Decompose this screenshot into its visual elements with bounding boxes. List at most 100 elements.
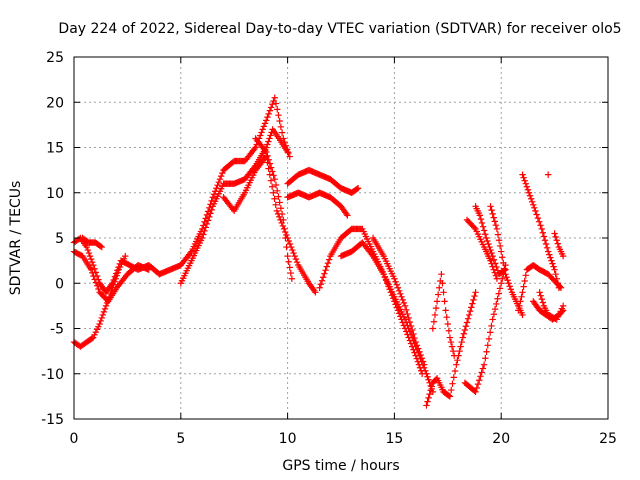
data-point-marker	[552, 271, 559, 278]
data-point-marker	[537, 292, 544, 299]
data-point-marker	[447, 338, 455, 346]
data-point-marker	[277, 205, 285, 212]
x-tick-label: 20	[492, 431, 510, 447]
y-tick-label: 25	[46, 50, 64, 66]
data-point-marker	[554, 280, 562, 287]
data-point-marker	[200, 231, 207, 238]
series-track-e	[156, 94, 293, 278]
data-point-marker	[266, 135, 273, 142]
data-point-marker	[318, 277, 326, 284]
data-point-marker	[443, 313, 450, 321]
data-point-marker	[109, 284, 116, 291]
data-point-marker	[416, 348, 423, 355]
data-point-marker	[386, 286, 393, 293]
data-point-marker	[84, 246, 92, 254]
y-tick-label: 20	[46, 95, 64, 111]
data-point-marker	[553, 275, 560, 282]
data-point-marker	[519, 289, 526, 296]
data-point-marker	[548, 257, 555, 264]
data-point-marker	[470, 296, 477, 304]
data-point-marker	[546, 251, 553, 258]
data-point-marker	[278, 210, 286, 218]
data-point-marker	[527, 195, 535, 202]
data-point-marker	[415, 361, 423, 368]
data-point-marker	[265, 138, 272, 145]
data-point-marker	[279, 222, 287, 230]
data-point-marker	[380, 271, 387, 278]
series-track-i	[284, 166, 362, 196]
data-point-marker	[484, 342, 491, 349]
data-point-marker	[282, 234, 289, 242]
data-point-marker	[536, 218, 543, 225]
data-point-marker	[469, 300, 476, 307]
y-tick-label: -10	[41, 367, 64, 383]
data-point-marker	[489, 316, 496, 323]
data-point-marker	[418, 355, 426, 362]
data-point-marker	[424, 373, 431, 380]
data-point-marker	[407, 322, 415, 330]
data-point-marker	[217, 172, 225, 180]
data-point-marker	[267, 132, 274, 139]
data-point-marker	[520, 174, 527, 181]
data-point-marker	[393, 281, 400, 288]
data-point-marker	[272, 201, 279, 209]
data-point-marker	[83, 243, 91, 251]
axes: 0 5 10 15 20 25 -15 -10 -5 0 5 10 15 20 25	[41, 50, 617, 447]
data-point-marker	[492, 272, 500, 279]
data-point-marker	[478, 369, 485, 376]
data-point-marker	[489, 210, 496, 218]
data-point-marker	[434, 291, 442, 298]
data-point-marker	[524, 186, 532, 193]
data-point-marker	[270, 189, 277, 196]
data-point-marker	[283, 243, 290, 251]
data-point-marker	[487, 246, 494, 254]
data-point-marker	[518, 293, 525, 301]
y-axis-label: SDTVAR / TECUs	[8, 181, 24, 296]
y-tick-label: -15	[41, 412, 64, 428]
data-point-marker	[451, 367, 459, 375]
data-point-marker	[88, 335, 96, 342]
data-point-marker	[533, 211, 540, 218]
data-point-marker	[391, 298, 398, 305]
data-point-marker	[252, 144, 259, 151]
data-point-marker	[276, 117, 283, 125]
data-point-marker	[487, 329, 494, 336]
data-point-marker	[451, 352, 458, 359]
data-point-marker	[264, 113, 271, 121]
data-point-marker	[446, 334, 454, 341]
data-point-marker	[412, 352, 419, 359]
data-point-marker	[323, 263, 330, 270]
data-point-marker	[419, 358, 427, 365]
data-point-marker	[426, 390, 433, 398]
data-point-marker	[539, 229, 547, 236]
data-point-marker	[107, 290, 114, 298]
data-point-marker	[88, 258, 96, 266]
data-point-marker	[483, 234, 490, 242]
data-point-marker	[390, 295, 397, 302]
data-point-marker	[368, 251, 376, 258]
data-point-marker	[493, 275, 501, 282]
data-point-marker	[264, 141, 271, 148]
data-point-marker	[272, 181, 280, 189]
data-point-marker	[276, 199, 283, 206]
data-point-marker	[485, 240, 492, 248]
data-point-marker	[114, 269, 121, 276]
data-point-marker	[448, 386, 455, 394]
data-point-marker	[321, 270, 328, 277]
data-point-marker	[559, 252, 567, 260]
data-point-marker	[108, 287, 115, 294]
data-point-marker	[91, 276, 98, 283]
data-point-marker	[477, 215, 485, 223]
series-track-p	[461, 261, 509, 396]
data-point-marker	[284, 148, 291, 156]
data-point-marker	[277, 123, 285, 131]
data-point-marker	[400, 299, 408, 307]
data-point-marker	[431, 311, 439, 319]
data-point-marker	[198, 234, 206, 242]
data-point-marker	[87, 266, 95, 273]
data-point-marker	[479, 365, 487, 372]
data-point-marker	[459, 334, 466, 341]
data-point-marker	[415, 345, 422, 352]
data-point-marker	[554, 240, 562, 247]
data-point-marker	[317, 281, 325, 288]
